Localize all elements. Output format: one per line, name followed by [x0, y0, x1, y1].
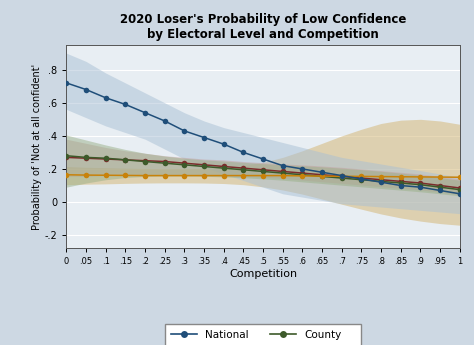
Title: 2020 Loser's Probability of Low Confidence
by Electoral Level and Competition: 2020 Loser's Probability of Low Confiden… — [120, 13, 406, 41]
Legend: National, State, County, Individual: National, State, County, Individual — [165, 324, 361, 345]
Y-axis label: Probability of 'Not at all confident': Probability of 'Not at all confident' — [32, 63, 42, 230]
X-axis label: Competition: Competition — [229, 269, 297, 279]
